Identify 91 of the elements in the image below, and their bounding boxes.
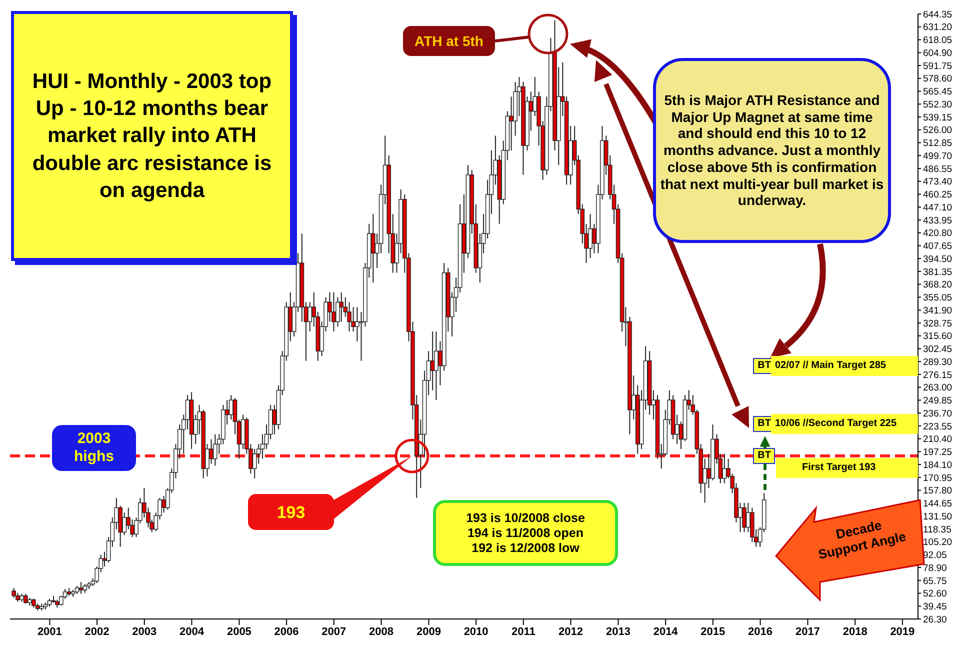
candlestick — [336, 296, 340, 328]
label-box: First Target 193 — [776, 458, 918, 478]
x-tick-label: 2001 — [37, 626, 62, 638]
y-tick-label: 526.00 — [923, 125, 952, 136]
x-tick-label: 2016 — [748, 626, 773, 638]
y-tick-label: 276.15 — [923, 370, 952, 381]
y-tick-label: 341.90 — [923, 305, 952, 316]
y-tick-label: 618.05 — [923, 35, 952, 46]
y-tick-label: 433.95 — [923, 215, 952, 226]
callout-box: 193 is 10/2008 close 194 is 11/2008 open 192 is 12/2008 low — [433, 500, 618, 566]
y-tick-label: 302.45 — [923, 344, 952, 356]
y-tick-label: 644.35 — [923, 9, 952, 20]
y-tick-label: 39.45 — [923, 602, 947, 612]
y-tick-label: 105.20 — [923, 537, 952, 548]
y-tick-label: 539.15 — [923, 112, 952, 124]
y-tick-label: 92.05 — [923, 550, 947, 562]
candlestick — [588, 214, 592, 259]
x-tick-label: 2019 — [890, 626, 915, 638]
x-tick-label: 2006 — [274, 626, 299, 638]
y-tick-label: 394.50 — [923, 254, 952, 265]
y-tick-label: 184.10 — [923, 460, 952, 471]
candlestick — [23, 593, 28, 604]
label-box: 10/06 //Second Target 225 — [771, 414, 918, 434]
y-tick-label: 565.45 — [923, 86, 952, 98]
candlestick — [213, 434, 218, 466]
candlestick — [371, 214, 376, 284]
y-tick-label: 578.60 — [923, 74, 952, 85]
y-tick-label: 407.65 — [923, 241, 952, 252]
y-tick-label: 249.85 — [923, 396, 952, 407]
candlestick — [434, 331, 438, 401]
candlestick — [339, 292, 344, 322]
y-tick-label: 486.55 — [923, 164, 952, 175]
candlestick — [742, 502, 746, 533]
x-tick-label: 2011 — [511, 626, 536, 638]
y-tick-label: 65.75 — [923, 576, 947, 587]
x-tick-label: 2017 — [796, 626, 820, 638]
callout-text: Decade Support Angle — [816, 516, 908, 564]
y-tick-label: 604.90 — [923, 48, 952, 59]
x-tick-label: 2008 — [369, 626, 394, 638]
label-box: 02/07 // Main Target 285 — [771, 356, 918, 376]
y-tick-label: 460.25 — [923, 190, 952, 201]
y-tick-label: 78.90 — [923, 562, 947, 574]
y-tick-label: 289.30 — [923, 356, 952, 368]
callout-box: ATH at 5th — [403, 26, 495, 56]
x-tick-label: 2003 — [132, 626, 157, 638]
x-tick-label: 2007 — [322, 626, 346, 638]
y-tick-label: 170.95 — [923, 472, 952, 484]
y-tick-label: 420.80 — [923, 228, 952, 240]
x-tick-label: 2018 — [842, 626, 868, 638]
y-tick-label: 552.30 — [923, 99, 952, 110]
y-tick-label: 52.60 — [923, 588, 947, 600]
y-tick-label: 473.40 — [923, 176, 952, 188]
x-tick-label: 2002 — [84, 626, 110, 638]
y-tick-label: 223.55 — [923, 421, 952, 432]
x-tick-label: 2013 — [606, 626, 630, 638]
y-tick-label: 236.70 — [923, 408, 952, 420]
y-tick-label: 368.20 — [923, 280, 952, 291]
y-tick-label: 328.75 — [923, 318, 952, 330]
callout-box: 193 — [248, 456, 412, 530]
y-tick-label: 197.25 — [923, 447, 952, 458]
candlestick — [78, 582, 84, 594]
y-tick-label: 263.00 — [923, 382, 952, 394]
y-tick-label: 144.65 — [923, 498, 952, 510]
y-tick-label: 512.85 — [923, 138, 952, 150]
y-tick-label: 157.80 — [923, 486, 952, 497]
x-tick-label: 2014 — [653, 626, 679, 638]
candlestick — [332, 292, 336, 332]
y-tick-label: 447.10 — [923, 202, 952, 214]
y-tick-label: 591.75 — [923, 60, 952, 72]
candlestick — [228, 394, 234, 420]
x-tick-label: 2010 — [464, 626, 488, 638]
y-tick-label: 210.40 — [923, 434, 952, 446]
y-tick-label: 631.20 — [923, 22, 952, 34]
callout-box: 2003 highs — [52, 425, 136, 471]
x-tick-label: 2012 — [558, 626, 583, 638]
y-tick-label: 131.50 — [923, 511, 952, 522]
callout-box: 5th is Major ATH Resistance and Major Up Magnet at same time and should end this 10 to 12 months advance. Just a monthly close above 5th is confirmation that next multi-year bull market is underway. — [653, 58, 891, 243]
x-tick-label: 2009 — [416, 626, 441, 638]
candlestick — [12, 587, 16, 598]
y-tick-label: 355.05 — [923, 292, 952, 304]
y-tick-label: 499.70 — [923, 150, 952, 162]
annotation: 193 — [276, 502, 306, 522]
x-tick-label: 2015 — [700, 626, 726, 638]
candlestick — [252, 448, 257, 479]
label-box: BT — [753, 448, 776, 464]
y-tick-label: 118.35 — [923, 524, 952, 536]
y-tick-label: 381.35 — [923, 266, 952, 278]
x-tick-label: 2004 — [179, 626, 205, 638]
y-tick-label: 26.30 — [923, 614, 947, 626]
y-tick-label: 315.60 — [923, 331, 952, 342]
x-tick-label: 2005 — [226, 626, 252, 638]
